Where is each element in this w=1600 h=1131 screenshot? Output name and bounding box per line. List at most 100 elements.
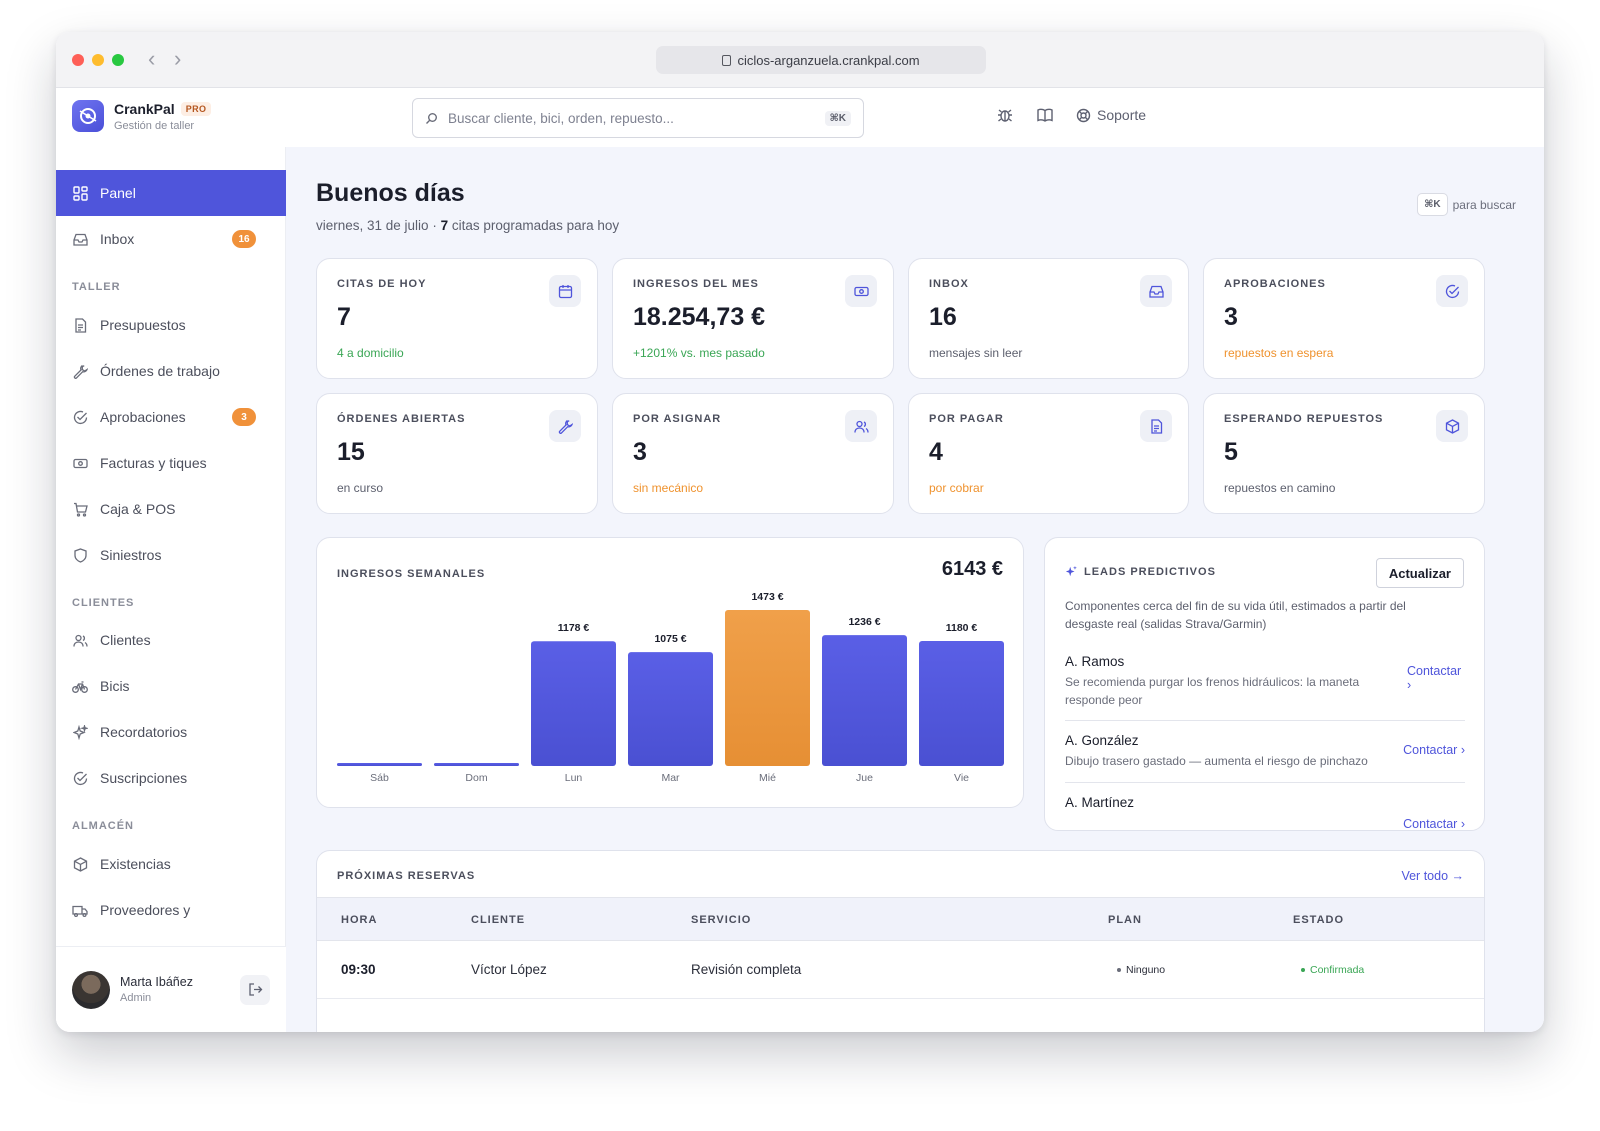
search-input[interactable]: Buscar cliente, bici, orden, repuesto...… [412,98,864,138]
chart-bar-lun[interactable] [531,641,616,766]
chart-value-label: 1473 € [751,591,783,603]
search-shortcut: ⌘K [824,110,851,126]
stat-card-por-pagar[interactable]: POR PAGAR 4 por cobrar [908,393,1189,514]
chart-bar-vie[interactable] [919,641,1004,766]
reservation-client: Víctor López [471,962,547,977]
check-circle-icon [72,770,88,786]
column-header[interactable]: HORA [341,914,378,926]
sidebar-item-aprobaciones[interactable]: Aprobaciones 3 [56,394,286,440]
column-header[interactable]: CLIENTE [471,914,526,926]
stat-value: 16 [929,303,957,331]
plan-badge: PRO [180,101,212,116]
sidebar-item-ordenes[interactable]: Órdenes de trabajo [56,348,286,394]
stat-value: 18.254,73 € [633,303,766,331]
sidebar-item-presupuestos[interactable]: Presupuestos [56,302,286,348]
sidebar-item-suscripciones[interactable]: Suscripciones [56,755,286,801]
bug-icon[interactable] [996,106,1014,124]
stat-note: mensajes sin leer [929,346,1023,360]
sidebar-item-label: Suscripciones [100,770,188,786]
search-hint-text: para buscar [1452,197,1516,212]
stat-card-ingresos[interactable]: INGRESOS DEL MES 18.254,73 € +1201% vs. … [612,258,894,379]
sidebar-item-label: Existencias [100,856,171,872]
column-header[interactable]: SERVICIO [691,914,752,926]
status-dot [1117,968,1121,972]
chart-category-label: Mar [661,772,680,784]
contact-link[interactable]: Contactar › [1407,664,1462,692]
column-header[interactable]: ESTADO [1293,914,1345,926]
stat-value: 3 [1224,303,1238,331]
sidebar-item-label: Órdenes de trabajo [100,363,220,379]
banknote-icon [72,455,88,471]
sidebar-item-panel[interactable]: Panel [56,170,286,216]
sidebar-item-clientes[interactable]: Clientes [56,617,286,663]
sidebar-item-label: Presupuestos [100,317,186,333]
chart-bar-jue[interactable] [822,635,907,766]
box-icon [1436,410,1468,442]
chart-bar-dom[interactable] [434,763,519,766]
sidebar-item-recordatorios[interactable]: Recordatorios [56,709,286,755]
stat-card-ordenes[interactable]: ÓRDENES ABIERTAS 15 en curso [316,393,598,514]
column-header[interactable]: PLAN [1108,914,1142,926]
view-all-link[interactable]: Ver todo → [1401,869,1464,883]
sidebar-item-proveedores[interactable]: Proveedores y [56,887,286,933]
users-icon [845,410,877,442]
address-bar[interactable]: ciclos-arganzuela.crankpal.com [656,46,986,74]
close-window-button[interactable] [72,54,84,66]
divider [1065,720,1465,721]
forward-arrow-icon[interactable]: › [174,46,182,71]
leads-header: LEADS PREDICTIVOS [1065,565,1216,578]
check-circle-icon [72,409,88,425]
chart-bar-mié[interactable] [725,610,810,766]
sidebar-item-inbox[interactable]: Inbox 16 [56,216,286,262]
stat-card-repuestos[interactable]: ESPERANDO REPUESTOS 5 repuestos en camin… [1203,393,1485,514]
avatar[interactable] [72,970,110,1009]
today-date: viernes, 31 de julio · [316,218,441,233]
support-button[interactable]: Soporte [1076,107,1146,123]
divider [1065,782,1465,783]
app-header: CrankPal PRO Gestión de taller Buscar cl… [56,88,1544,147]
reservations-title: PRÓXIMAS RESERVAS [337,870,476,882]
page-icon [722,54,732,66]
stat-note: +1201% vs. mes pasado [633,346,765,360]
contact-link[interactable]: Contactar › [1403,817,1465,831]
document-icon [72,317,88,333]
maximize-window-button[interactable] [112,54,124,66]
sidebar-item-caja[interactable]: Caja & POS [56,486,286,532]
stat-card-por-asignar[interactable]: POR ASIGNAR 3 sin mecánico [612,393,894,514]
sidebar-item-label: Panel [100,185,136,201]
sparkle-icon [72,724,88,740]
app-subtitle: Gestión de taller [114,119,195,132]
stat-card-citas[interactable]: CITAS DE HOY 7 4 a domicilio [316,258,598,379]
contact-link[interactable]: Contactar › [1403,743,1465,757]
sidebar-item-facturas[interactable]: Facturas y tiques [56,440,286,486]
chart-bar-mar[interactable] [628,652,713,766]
sidebar-item-existencias[interactable]: Existencias [56,841,286,887]
stat-value: 4 [929,438,943,466]
plan-label: Ninguno [1126,964,1166,976]
table-row[interactable] [317,999,1484,1032]
leads-title: LEADS PREDICTIVOS [1084,565,1216,578]
browser-titlebar: ‹ › ciclos-arganzuela.crankpal.com [56,32,1544,88]
sidebar-item-bicis[interactable]: Bicis [56,663,286,709]
refresh-button[interactable]: Actualizar [1375,558,1464,588]
approvals-count-badge: 3 [232,408,256,426]
chart-bar-sáb[interactable] [337,763,422,766]
truck-icon [72,902,88,918]
book-icon[interactable] [1036,106,1054,124]
brand[interactable]: CrankPal PRO Gestión de taller [72,100,212,132]
table-row[interactable]: 09:30 Víctor López Revisión completa Nin… [317,941,1484,999]
chart-category-label: Jue [856,772,873,784]
minimize-window-button[interactable] [92,54,104,66]
stat-card-aprobaciones[interactable]: APROBACIONES 3 repuestos en espera [1203,258,1485,379]
document-icon [1140,410,1172,442]
logout-button[interactable] [240,974,270,1005]
sidebar-section-title: CLIENTES [72,597,135,609]
chart-value-label: 1236 € [848,616,880,628]
back-arrow-icon[interactable]: ‹ [148,46,156,71]
chart-total: 6143 € [941,558,1003,580]
search-placeholder: Buscar cliente, bici, orden, repuesto... [448,110,674,126]
sidebar-item-label: Siniestros [100,547,162,563]
stat-card-inbox[interactable]: INBOX 16 mensajes sin leer [908,258,1189,379]
sidebar-item-siniestros[interactable]: Siniestros [56,532,286,578]
search-hint-key[interactable]: ⌘K [1417,193,1448,216]
